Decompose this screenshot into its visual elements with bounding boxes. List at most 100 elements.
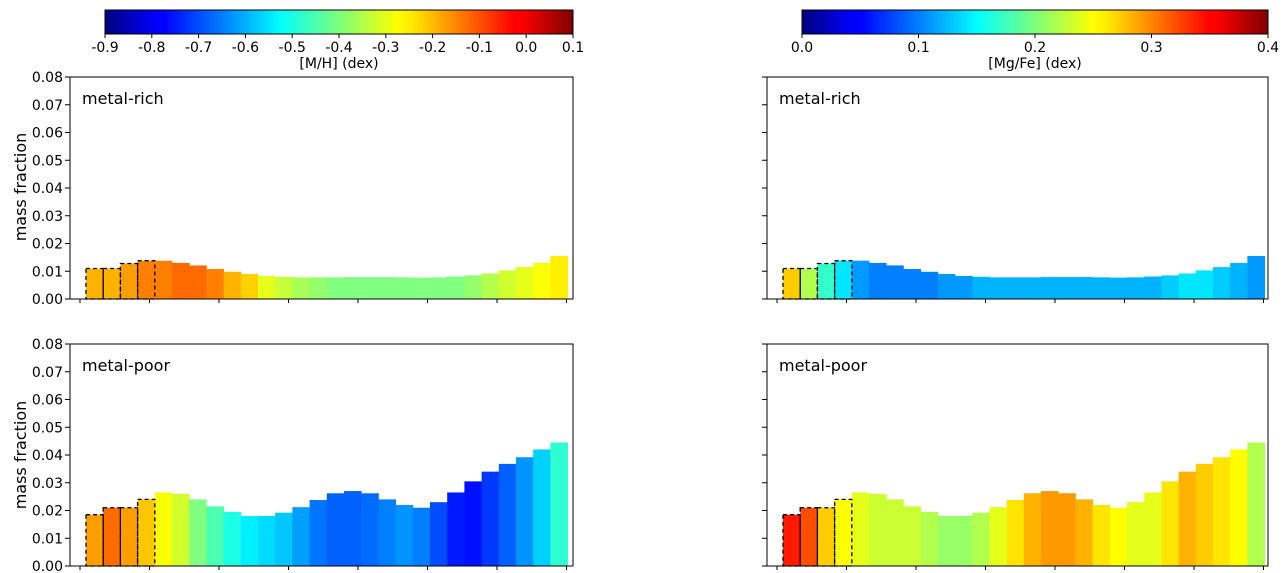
bar [154,260,173,299]
bar [430,277,448,299]
bar [464,481,482,566]
bar [378,499,396,566]
bar [223,271,242,299]
y-tick-label: 0.05 [32,153,63,169]
y-tick-label: 0.03 [32,209,63,225]
y-tick-label: 0.00 [32,292,63,308]
bar [378,277,396,299]
panel-metal-rich-mgfe: metal-rich [762,76,1269,303]
bar [920,271,939,299]
bar [292,507,310,566]
colorbar-tick-label: -0.6 [232,40,259,56]
bar [1006,499,1025,566]
bar [972,276,990,299]
bar [783,514,801,566]
y-tick-label: 0.08 [32,70,63,86]
bar [1161,481,1179,566]
panel-metal-poor-mgfe: metal-poor [762,343,1269,570]
bar [86,268,104,299]
y-tick-label: 0.02 [32,504,63,520]
colorbar-tick-label: -0.9 [91,40,118,56]
bar [103,507,121,566]
bar [120,263,138,299]
bar [344,277,362,299]
bar [817,263,835,299]
bar [1230,449,1248,566]
bar [851,492,870,566]
bar [955,275,973,299]
bar [1247,442,1265,566]
bar [309,499,328,566]
colorbar-tick-label: 0.3 [1140,40,1162,56]
bar [516,267,534,299]
bar [550,442,568,566]
panel-title: metal-poor [82,356,170,375]
bar [498,270,517,299]
bar [447,492,465,566]
colorbar-metallicity: -0.9 -0.8 -0.7 -0.6 -0.5 -0.4 -0.3 -0.2 -0.1 0.0 0… [91,9,584,72]
bar [783,268,801,299]
bar [498,463,517,566]
bar [103,268,121,299]
bar [1041,277,1059,299]
bar [533,262,551,299]
bar [481,471,500,566]
bar [851,260,870,299]
bar [361,493,379,566]
bar [937,516,956,566]
bar [533,449,551,566]
colorbar-tick-label: -0.2 [419,40,446,56]
y-axis-label: mass fraction [11,133,30,242]
bar [206,506,224,566]
bar [430,502,448,566]
bar [344,491,362,566]
bar [955,516,973,566]
bar [989,507,1007,566]
bar [1195,270,1214,299]
y-tick-label: 0.04 [32,181,63,197]
bar [1230,262,1248,299]
bar [903,269,921,299]
bar [395,504,414,566]
bar [1144,276,1162,299]
colorbar-tick-label: 0.1 [562,40,584,56]
bar [258,516,276,566]
panel-metal-poor-mh: metal-poor mass fraction 0.00 0.01 0.02 0.0… [11,337,574,573]
bar [309,277,328,299]
y-tick-label: 0.04 [32,448,63,464]
bar [800,268,818,299]
bar [800,507,818,566]
bar [137,499,156,566]
bar [1161,275,1179,299]
colorbar-gradient [801,9,1269,35]
bar [869,493,887,566]
bar [172,493,190,566]
bar [412,507,431,566]
colorbar-tick-label: -0.4 [325,40,352,56]
bar [240,516,259,566]
y-tick-label: 0.07 [32,365,63,381]
bar [834,499,853,566]
colorbar-tick-label: 0.1 [907,40,929,56]
bar [1213,267,1231,299]
bar [1075,277,1093,299]
bar [481,273,500,299]
bar [834,260,853,299]
bar [1109,277,1128,299]
y-tick-label: 0.05 [32,420,63,436]
bar [972,512,990,566]
bar-outline-dashed [119,262,139,300]
bar [189,265,207,299]
colorbar-tick-label: -0.3 [372,40,399,56]
panel-title: metal-poor [779,356,867,375]
bar [1075,499,1093,566]
bar [1144,492,1162,566]
bar [886,265,904,299]
bar [1127,277,1145,299]
bar [275,512,293,566]
bar [172,262,190,299]
bar [1023,493,1042,566]
bar [361,277,379,299]
bar [86,514,104,566]
bar [903,506,921,566]
